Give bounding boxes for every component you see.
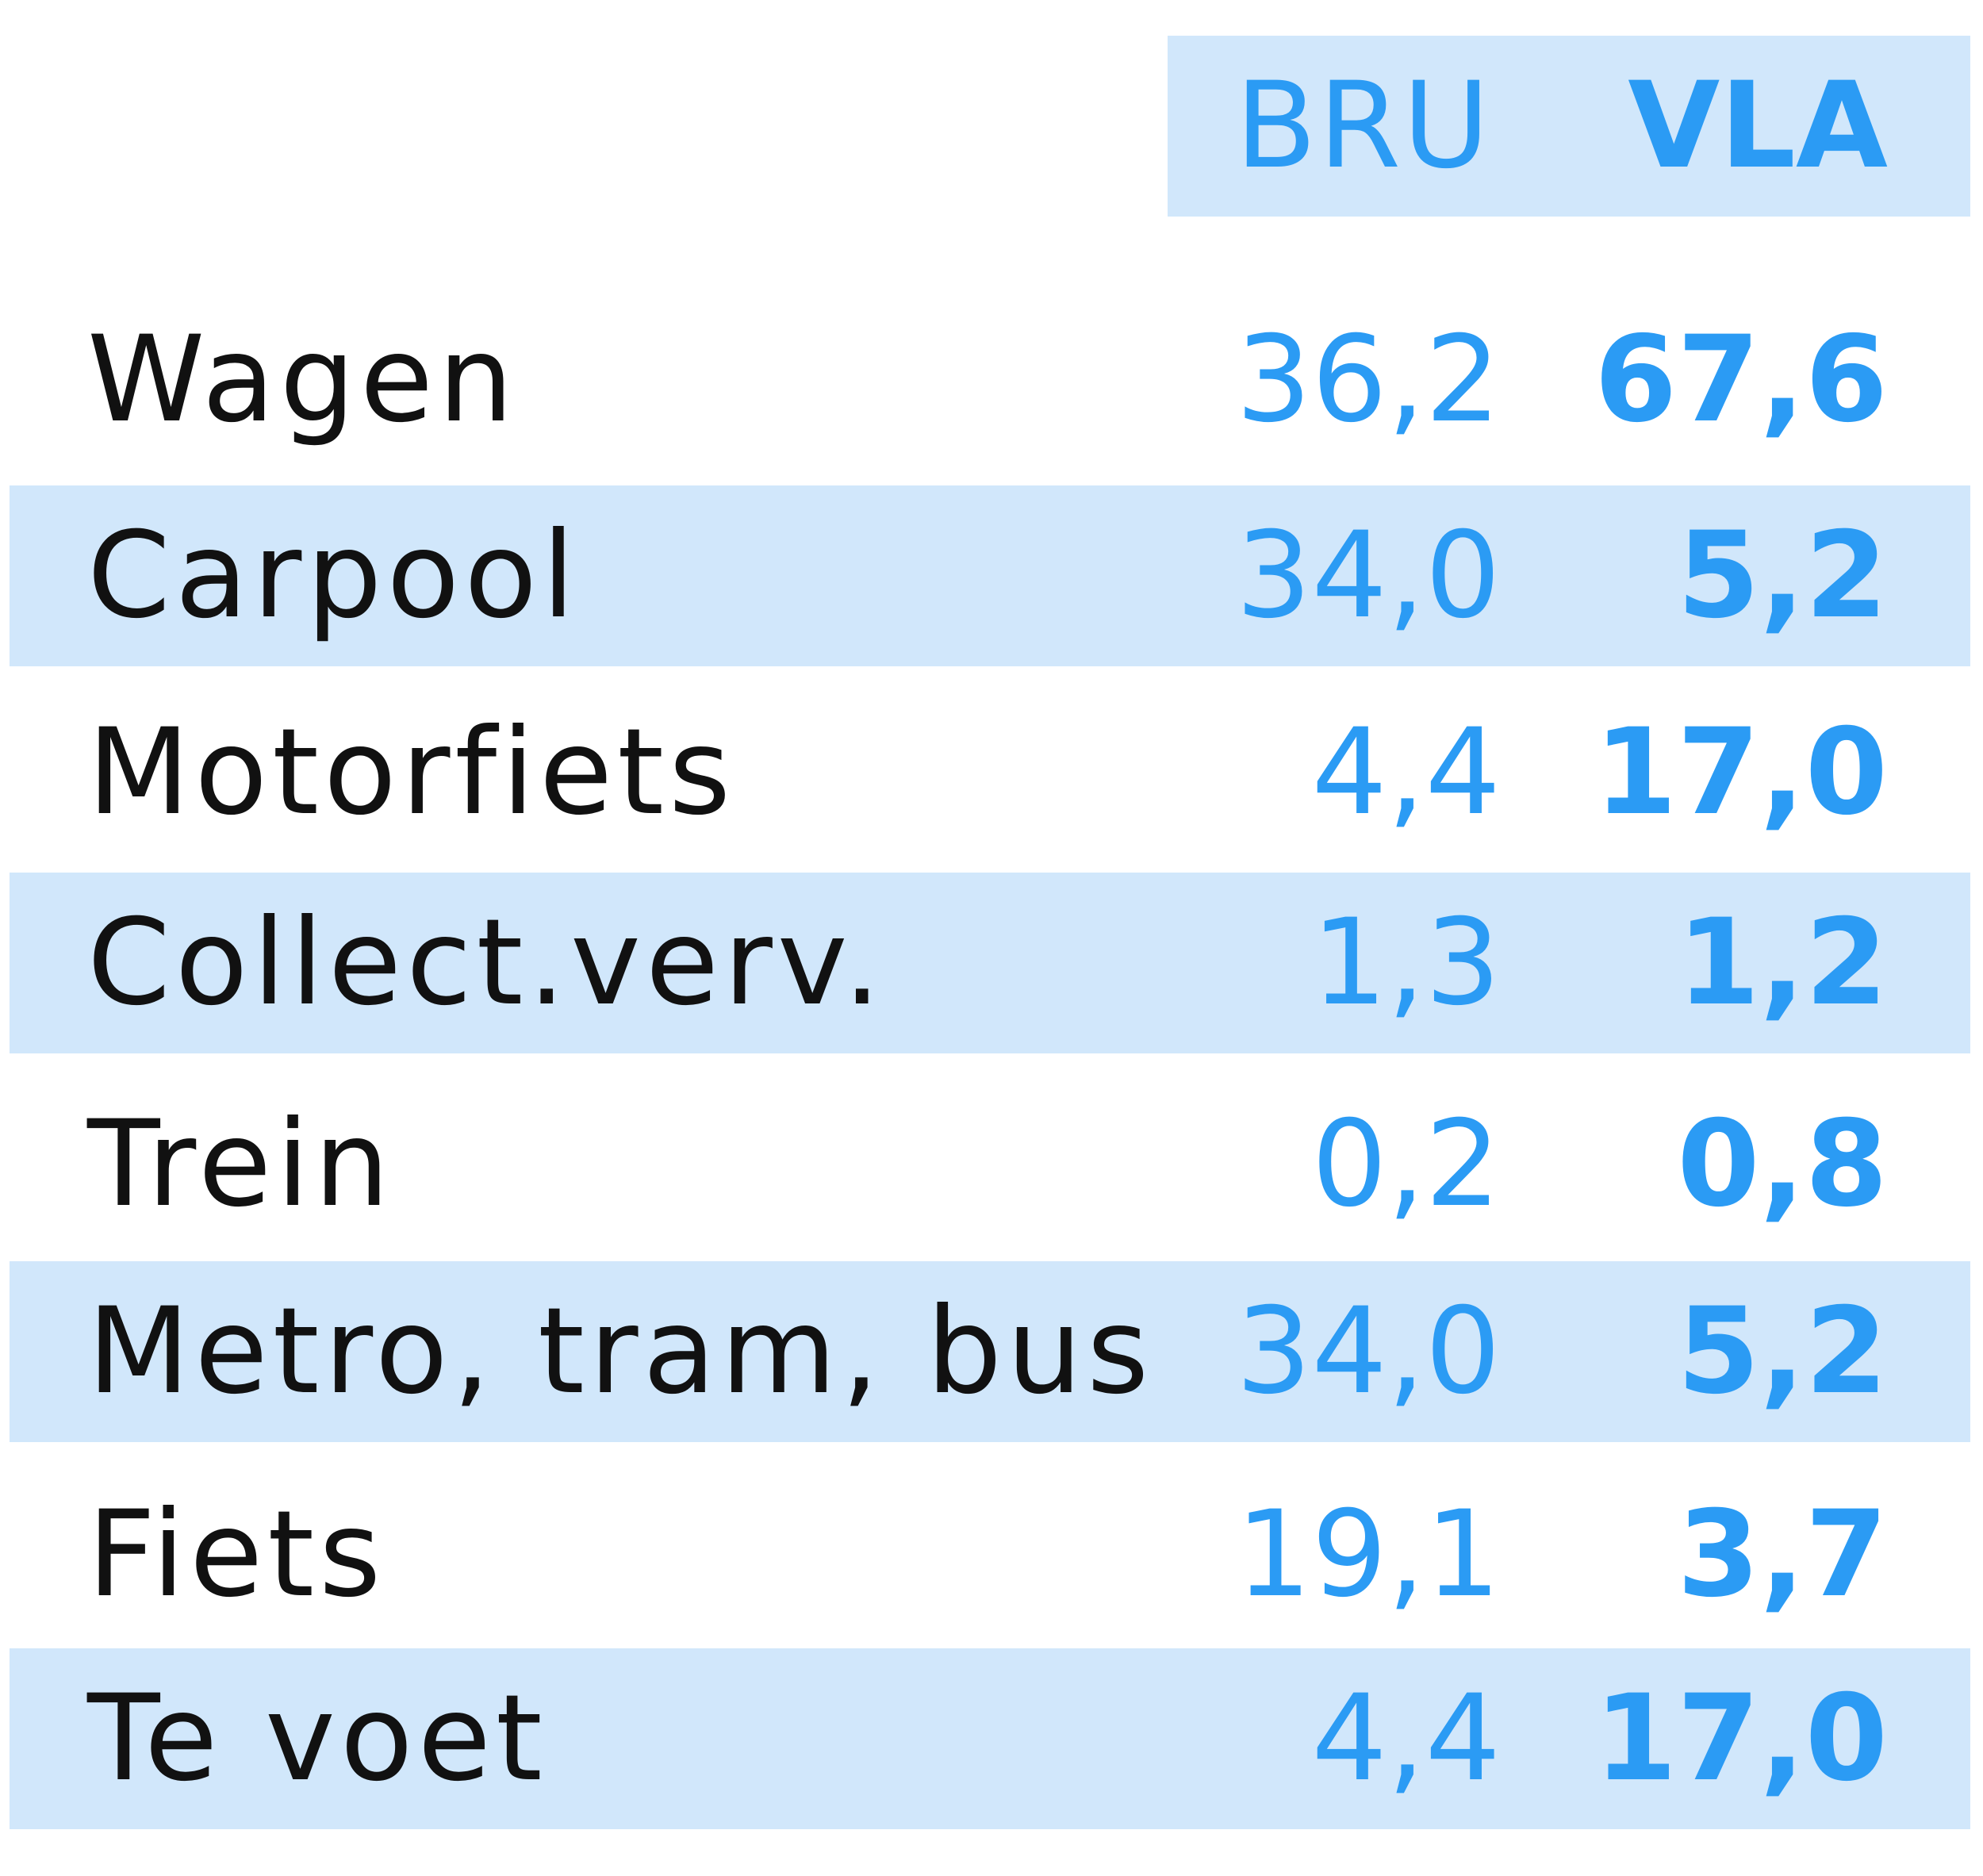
row-label: Carpool <box>87 507 580 645</box>
table-row: Fiets 19,1 3,7 <box>10 1464 1970 1645</box>
vla-value: 5,2 <box>1677 507 1888 645</box>
vla-value: 17,0 <box>1594 1670 1888 1808</box>
row-label: Wagen <box>87 311 519 449</box>
bru-value: 19,1 <box>1236 1486 1501 1624</box>
table-row: Wagen 36,2 67,6 <box>10 290 1970 470</box>
vla-value: 0,8 <box>1677 1095 1888 1233</box>
vla-value: 3,7 <box>1677 1486 1888 1624</box>
vla-value: 17,0 <box>1594 704 1888 842</box>
bru-value: 36,2 <box>1236 311 1501 449</box>
row-label: Trein <box>87 1095 394 1233</box>
row-label: Motorfiets <box>87 704 736 842</box>
vla-value: 5,2 <box>1677 1283 1888 1421</box>
column-header-vla: VLA <box>1628 57 1888 195</box>
row-label: Fiets <box>87 1486 386 1624</box>
vla-value: 67,6 <box>1594 311 1888 449</box>
vla-value: 1,2 <box>1677 894 1888 1032</box>
bru-value: 4,4 <box>1311 704 1501 842</box>
column-header-bru: BRU <box>1235 57 1491 195</box>
table-row: Collect.verv. 1,3 1,2 <box>10 873 1970 1053</box>
table-row: Trein 0,2 0,8 <box>10 1074 1970 1255</box>
bru-value: 34,0 <box>1236 1283 1501 1421</box>
table-row: Metro, tram, bus 34,0 5,2 <box>10 1261 1970 1442</box>
bru-value: 4,4 <box>1311 1670 1501 1808</box>
table-row: Carpool 34,0 5,2 <box>10 485 1970 666</box>
column-header-band <box>1168 36 1970 217</box>
row-label: Metro, tram, bus <box>87 1283 1154 1421</box>
table-row: Te voet 4,4 17,0 <box>10 1648 1970 1829</box>
bru-value: 1,3 <box>1311 894 1501 1032</box>
row-label: Te voet <box>87 1670 547 1808</box>
table-row: Motorfiets 4,4 17,0 <box>10 682 1970 863</box>
row-label: Collect.verv. <box>87 894 886 1032</box>
bru-value: 0,2 <box>1311 1095 1501 1233</box>
bru-value: 34,0 <box>1236 507 1501 645</box>
